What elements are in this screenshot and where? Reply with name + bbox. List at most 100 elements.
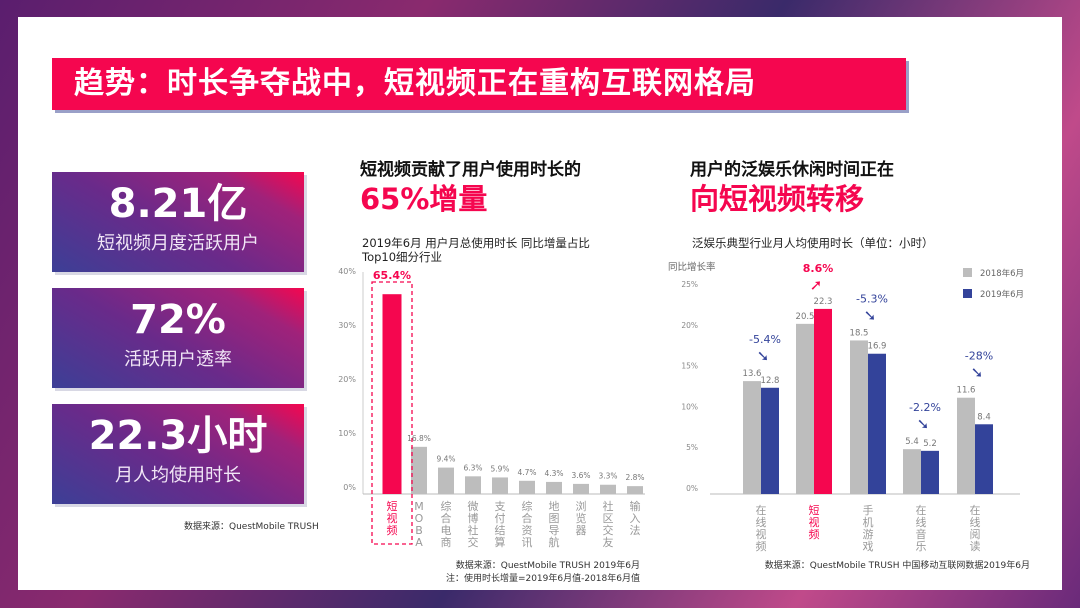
bar-2019: [921, 450, 939, 494]
x-tick-label: 短视频: [809, 503, 820, 541]
data-label: 16.8%: [407, 434, 431, 443]
right-chart-title: 泛娱乐典型行业月人均使用时长（单位：小时）: [692, 236, 934, 250]
y-tick-label: 25%: [681, 280, 698, 289]
x-tick-label: 输入法: [630, 499, 641, 537]
bar: [465, 476, 481, 494]
legend-swatch-2018: [963, 268, 972, 277]
data-label: 13.6: [743, 369, 762, 379]
data-label: 6.3%: [463, 463, 482, 472]
growth-label: -28%: [965, 350, 993, 363]
x-tick-label: 综合资讯: [522, 499, 533, 549]
right-highlight: 向短视频转移: [690, 182, 865, 216]
y-tick-label: 20%: [681, 321, 698, 330]
x-tick-label: 浏览器: [576, 499, 587, 537]
y-tick-label: 0%: [686, 484, 698, 493]
bar-2018: [957, 397, 975, 494]
data-label: 11.6: [957, 386, 976, 396]
x-tick-label: 支付结算: [495, 500, 506, 549]
data-label: 8.4: [977, 412, 991, 422]
data-label: 5.9%: [490, 464, 509, 473]
bar-2019: [868, 353, 886, 494]
bar: [382, 294, 402, 494]
bar-2019: [975, 424, 993, 494]
bar: [546, 481, 562, 494]
x-tick-label: 地图导航: [549, 500, 560, 549]
x-tick-label: 在线视频: [756, 504, 767, 553]
y-tick-label: 5%: [686, 443, 698, 452]
data-label: 65.4%: [373, 269, 411, 282]
bar: [492, 477, 508, 494]
stats-source: 数据来源：QuestMobile TRUSH: [184, 522, 319, 532]
y-tick-label: 40%: [338, 267, 356, 276]
stat-card-penetration: 72% 活跃用户透率: [52, 288, 304, 388]
growth-label: -5.3%: [856, 292, 888, 305]
slide-title: 趋势：时长争夺战中，短视频正在重构互联网格局: [52, 58, 906, 110]
arrow-up-icon: ➚: [810, 276, 823, 294]
data-label: 16.9: [868, 342, 887, 352]
bar-2018: [743, 381, 761, 494]
y-tick-label: 30%: [338, 321, 356, 330]
bar: [573, 483, 589, 494]
right-source: 数据来源：QuestMobile TRUSH 中国移动互联网数据2019年6月: [764, 561, 1030, 571]
left-source: 数据来源：QuestMobile TRUSH 2019年6月: [455, 561, 640, 571]
data-label: 12.8: [761, 376, 780, 386]
x-tick-label: 在线阅读: [970, 504, 981, 553]
bar-2019: [814, 308, 832, 494]
bar: [600, 484, 616, 494]
bar: [411, 446, 427, 494]
growth-label: 8.6%: [803, 262, 834, 275]
data-label: 20.5: [796, 312, 815, 322]
arrow-down-icon: ➘: [917, 415, 930, 433]
x-tick-label: 手机游戏: [863, 503, 874, 553]
x-tick-label: 综合电商: [441, 499, 452, 549]
right-y-label: 同比增长率: [668, 262, 716, 273]
legend-swatch-2019: [963, 289, 972, 298]
data-label: 4.3%: [544, 469, 563, 478]
left-highlight: 65%增量: [360, 182, 488, 216]
x-tick-label: 微博社交: [468, 499, 479, 549]
stat-value: 8.21亿: [108, 181, 248, 227]
arrow-down-icon: ➘: [757, 347, 770, 365]
growth-label: -2.2%: [909, 401, 941, 414]
y-tick-label: 0%: [343, 483, 356, 492]
x-tick-label: 社区交友: [603, 499, 614, 549]
bar: [519, 480, 535, 494]
arrow-down-icon: ➘: [864, 306, 877, 324]
legend-label: 2019年6月: [980, 289, 1024, 300]
data-label: 18.5: [850, 328, 869, 338]
highlight-box: [371, 281, 413, 545]
arrow-down-icon: ➘: [971, 364, 984, 382]
data-label: 22.3: [814, 297, 833, 307]
legend-label: 2018年6月: [980, 268, 1024, 279]
bar-2018: [796, 323, 814, 494]
bar-2019: [761, 387, 779, 494]
left-chart-title: 2019年6月 用户月总使用时长 同比增量占比: [362, 236, 590, 250]
growth-label: -5.4%: [749, 333, 781, 346]
left-chart-subtitle: Top10细分行业: [362, 250, 443, 264]
stat-value: 22.3小时: [88, 413, 268, 459]
y-tick-label: 10%: [338, 429, 356, 438]
data-label: 9.4%: [436, 455, 455, 464]
left-note: 注：使用时长增量=2019年6月值-2018年6月值: [445, 574, 640, 584]
stat-label: 短视频月度活跃用户: [97, 233, 259, 254]
bar: [438, 467, 454, 494]
y-tick-label: 15%: [681, 362, 698, 371]
stat-card-duration: 22.3小时 月人均使用时长: [52, 404, 304, 504]
y-tick-label: 10%: [681, 402, 698, 411]
x-tick-label: 短视频: [387, 499, 398, 537]
data-label: 2.8%: [625, 473, 644, 482]
bar-2018: [903, 449, 921, 494]
y-tick-label: 20%: [338, 375, 356, 384]
data-label: 5.2: [923, 439, 937, 449]
stat-label: 活跃用户透率: [124, 349, 232, 370]
data-label: 5.4: [905, 437, 919, 447]
data-label: 3.6%: [571, 471, 590, 480]
right-heading: 用户的泛娱乐休闲时间正在: [690, 160, 894, 180]
bar-2018: [850, 340, 868, 494]
stat-value: 72%: [130, 297, 226, 343]
data-label: 4.7%: [517, 468, 536, 477]
data-label: 3.3%: [598, 472, 617, 481]
stat-card-mau: 8.21亿 短视频月度活跃用户: [52, 172, 304, 272]
